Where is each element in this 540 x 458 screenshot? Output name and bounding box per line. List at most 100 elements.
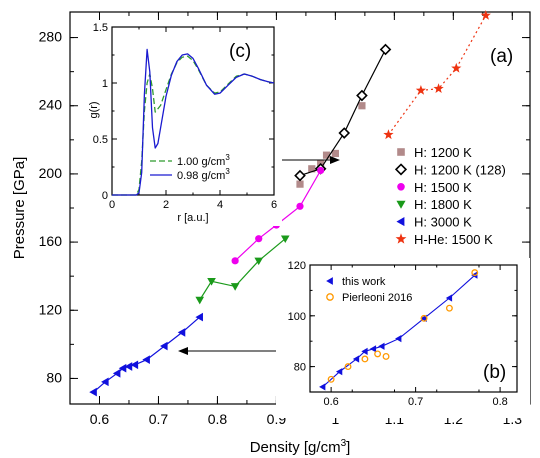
main-y-axis-label: Pressure [GPa] <box>11 157 28 260</box>
inset-c-legend-label-sup: 3 <box>225 167 230 176</box>
main-x-axis-label-sup: 3 <box>341 438 347 449</box>
legend-label-h-1500-k: H: 1500 K <box>414 180 472 195</box>
point-h-3000-k <box>195 312 203 322</box>
main-x-axis-label-end: ] <box>346 439 350 456</box>
inset-c-x-tick-label: 0 <box>109 199 115 211</box>
inset-c-x-axis-label: r [a.u.] <box>177 212 208 224</box>
main-x-axis-label: Density [g/cm3] <box>250 438 351 456</box>
point-h-1200-k <box>331 149 339 158</box>
point-h-1200-k <box>296 180 304 188</box>
legend-label-h-1200-k: H: 1200 K <box>414 145 472 160</box>
point-h-3000-k <box>112 369 121 378</box>
legend-marker-h-1800-k <box>396 200 406 209</box>
inset-b-point-pierleoni-2016 <box>382 352 390 360</box>
inset-b-frame <box>309 264 518 393</box>
point-h-1500-k <box>255 235 263 243</box>
inset-c-x-tick-label: 2 <box>163 199 169 211</box>
inset-b-point-pierleoni-2016 <box>420 314 428 322</box>
point-h-3000-k <box>142 355 150 365</box>
point-h-1800-k <box>254 257 264 266</box>
point-h-he-1500-k <box>383 129 394 140</box>
point-h-1800-k <box>207 278 216 286</box>
inset-c-y-tick-label: 1.5 <box>93 22 108 34</box>
main-x-tick-label: 1 <box>331 411 339 427</box>
inset-c-panel: 0 2 4 6 0 0.5 1 1.5 r [a.u.] g(r) (c) 1.00 g/cm… <box>88 20 282 226</box>
inset-b-point-pierleoni-2016 <box>374 350 382 358</box>
inset-b-point-this-work <box>335 368 343 376</box>
point-h-3000-k <box>118 363 127 373</box>
point-h-he-1500-k <box>480 10 491 20</box>
main-y-tick-label: 280 <box>39 29 63 45</box>
inset-b-axis-ticks: 0.6 0.7 0.8 80 100 120 <box>288 260 517 408</box>
point-h-3000-k <box>177 328 186 337</box>
inset-c-y-tick-label: 1 <box>102 78 108 90</box>
inset-b-point-this-work <box>319 383 326 391</box>
legend-label-h-he-1500-k: H-He: 1500 K <box>414 232 493 247</box>
panel-c-label: (c) <box>229 41 251 62</box>
main-x-tick-label: 0.7 <box>149 411 169 427</box>
inset-b-y-tick-label: 100 <box>288 311 306 323</box>
inset-b-x-tick-label: 0.8 <box>492 396 507 408</box>
inset-c-y-tick-label: 0.5 <box>93 134 108 146</box>
inset-b-point-this-work <box>352 355 360 363</box>
inset-c-legend-label-0-98-g-cm: 0.98 g/cm3 <box>177 167 230 182</box>
inset-b-y-tick-label: 80 <box>294 362 306 374</box>
point-h-1200-k-128 <box>379 43 392 56</box>
inset-b-x-tick-label: 0.6 <box>323 396 338 408</box>
point-h-1200-k <box>322 151 331 159</box>
inset-b-series-group <box>319 269 479 391</box>
point-h-3000-k <box>89 387 97 397</box>
point-h-1500-k <box>231 257 239 265</box>
point-h-1200-k-128 <box>356 89 368 102</box>
inset-b-legend-label-pierleoni-2016: Pierleoni 2016 <box>342 292 412 304</box>
inset-b-legend-label-this-work: this work <box>342 276 386 288</box>
legend-marker-h-3000-k <box>396 217 405 227</box>
inset-b-point-pierleoni-2016 <box>344 363 352 371</box>
inset-b-point-pierleoni-2016 <box>445 304 453 312</box>
inset-b-background <box>276 258 530 418</box>
legend-label-h-1800-k: H: 1800 K <box>414 197 472 212</box>
inset-c-series-line-0-98-g-cm <box>112 48 275 196</box>
main-x-axis-label-text: Density [g/cm <box>250 439 341 456</box>
point-h-he-1500-k <box>433 83 444 94</box>
inset-b-legend: this work Pierleoni 2016 <box>326 276 412 304</box>
point-h-1500-k <box>317 166 325 175</box>
point-h-1200-k-128 <box>338 127 351 139</box>
main-y-tick-label: 80 <box>46 369 62 385</box>
point-h-3000-k <box>160 341 168 351</box>
main-x-tick-label: 0.8 <box>208 411 228 427</box>
inset-b-y-tick-label: 120 <box>288 260 306 272</box>
point-h-3000-k <box>124 362 133 371</box>
inset-c-legend-label-text: 1.00 g/cm <box>177 156 225 168</box>
legend-marker-h-1500-k <box>397 183 405 191</box>
inset-b-point-this-work <box>361 347 368 355</box>
inset-b-point-pierleoni-2016 <box>327 375 335 383</box>
series-line-h-3000-k <box>93 316 201 393</box>
inset-c-x-tick-label: 4 <box>217 199 223 211</box>
inset-c-x-tick-label: 6 <box>271 199 277 211</box>
legend-label-h-1200-k-128: H: 1200 K (128) <box>414 162 506 177</box>
series-line-h-he-1500-k <box>388 15 487 136</box>
point-h-1200-k-128 <box>294 169 306 182</box>
inset-b-panel: 0.6 0.7 0.8 80 100 120 (b) this work Pierleoni… <box>276 258 530 418</box>
point-h-1800-k <box>195 296 205 305</box>
inset-c-legend-label-1-00-g-cm: 1.00 g/cm3 <box>177 153 230 168</box>
point-h-he-1500-k <box>451 62 462 73</box>
inset-b-x-tick-label: 0.7 <box>408 396 423 408</box>
inset-c-axis-ticks: 0 2 4 6 0 0.5 1 1.5 <box>93 22 277 211</box>
point-h-1800-k <box>280 235 290 243</box>
inset-b-legend-marker-pierleoni-2016 <box>326 293 334 301</box>
inset-b-point-pierleoni-2016 <box>361 355 369 363</box>
panel-b-label: (b) <box>483 362 506 383</box>
point-h-1200-k <box>308 165 316 173</box>
inset-b-point-pierleoni-2016 <box>471 269 479 277</box>
series-line-h-1200-k-128 <box>299 49 387 177</box>
inset-b-point-this-work <box>395 335 402 343</box>
point-h-he-1500-k <box>415 85 427 95</box>
inset-b-point-this-work <box>378 342 385 350</box>
series-line-h-1800-k <box>199 238 286 301</box>
inset-c-legend-label-text: 0.98 g/cm <box>177 170 225 182</box>
arrow-to-main-head <box>178 347 188 355</box>
point-h-3000-k <box>101 377 109 387</box>
